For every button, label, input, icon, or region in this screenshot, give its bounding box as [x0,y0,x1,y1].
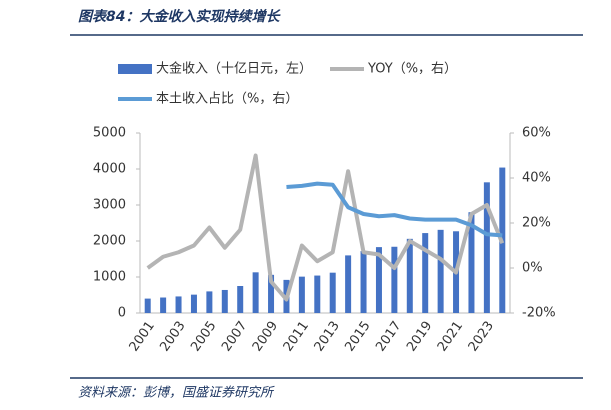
y2-tick-label: 20% [522,216,551,231]
bar [483,182,490,313]
x-tick-label: 2009 [250,319,281,355]
x-tick-label: 2015 [342,319,373,355]
x-tick-label: 2003 [157,319,188,355]
y-tick-label: 5000 [93,126,126,141]
bar [329,272,336,313]
bar [221,289,228,313]
chart-title: 图表84：大金收入实现持续增长 [78,8,281,25]
y2-tick-label: 40% [522,171,551,186]
x-tick-label: 2019 [404,319,435,355]
bar [422,233,429,313]
bar [190,294,197,313]
y2-tick-label: 60% [522,126,551,141]
bar [298,276,305,313]
x-tick-label: 2023 [466,319,497,355]
bar [175,296,182,313]
line [286,181,503,238]
bar [468,212,475,313]
bar [406,238,413,313]
legend-label: 本土收入占比（%，右） [156,92,298,107]
y-tick-label: 0 [118,306,126,321]
y-tick-label: 4000 [93,162,126,177]
bar [360,251,367,313]
bar [314,275,321,313]
bar [237,286,244,313]
bar [345,255,352,313]
legend-label: 大金收入（十亿日元，左） [156,61,312,77]
x-tick-label: 2007 [219,319,250,355]
legend-label: YOY（%，右） [367,62,457,77]
y-tick-label: 2000 [93,234,126,249]
bar [252,272,259,313]
y2-tick-label: -20% [522,306,556,321]
y-tick-label: 1000 [93,270,126,285]
y-tick-label: 3000 [93,198,126,213]
bar [160,297,167,313]
legend-swatch [118,64,152,74]
bar [375,247,382,313]
x-tick-label: 2017 [373,319,404,355]
bar [206,291,213,313]
x-tick-label: 2011 [281,319,312,355]
x-tick-label: 2005 [188,319,219,355]
bar [437,229,444,313]
bar [144,298,151,313]
bar [268,274,275,313]
bar [391,246,398,313]
y2-tick-label: 0% [522,261,543,276]
line [146,153,505,302]
x-tick-label: 2001 [127,319,158,355]
source-note: 资料来源：彭博，国盛证券研究所 [78,385,275,401]
x-tick-label: 2021 [435,319,466,355]
x-tick-label: 2013 [312,319,343,355]
